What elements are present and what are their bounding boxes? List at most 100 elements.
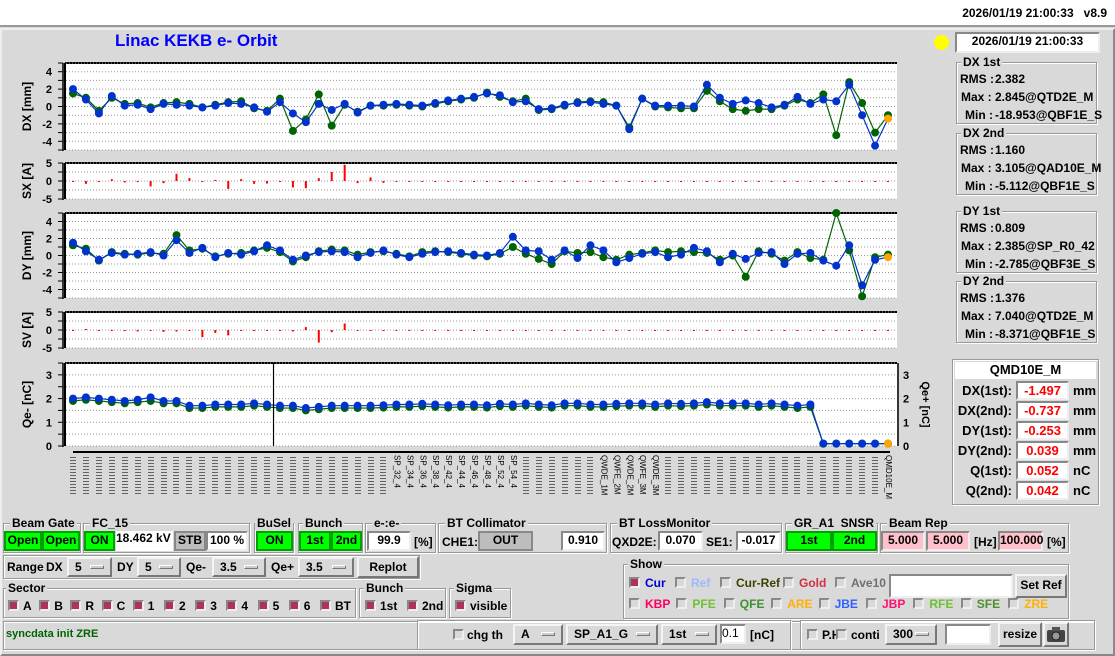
sector-6-checkbox[interactable] xyxy=(288,600,300,611)
data-point xyxy=(353,253,362,262)
bar xyxy=(317,178,320,181)
ph-checkbox[interactable] xyxy=(807,629,818,640)
fc15-on-button[interactable]: ON xyxy=(84,531,115,551)
fc15-group: FC_15 xyxy=(83,516,250,553)
sector-2-checkbox[interactable] xyxy=(164,600,175,611)
show-jbe-checkbox[interactable] xyxy=(818,598,830,609)
y-tick-label: -2 xyxy=(42,268,52,280)
bar xyxy=(757,181,760,182)
bar xyxy=(783,181,786,182)
x-label-placeholder xyxy=(95,455,102,495)
sector-R-checkbox[interactable] xyxy=(70,600,82,611)
data-point xyxy=(69,238,77,247)
bar xyxy=(718,330,721,331)
chg-bunch-dropdown[interactable]: 1st xyxy=(661,624,717,645)
show-sfe-checkbox[interactable] xyxy=(960,598,972,609)
show-pfe-checkbox[interactable] xyxy=(676,598,688,609)
chg-th-checkbox[interactable] xyxy=(453,629,464,640)
bunch-1st-button[interactable]: 1st xyxy=(299,531,331,551)
range-qep-dropdown[interactable]: 3.5 xyxy=(298,557,354,577)
bar xyxy=(136,181,139,183)
sector-3-checkbox[interactable] xyxy=(195,600,207,611)
ref-input[interactable] xyxy=(889,574,1013,598)
data-point xyxy=(754,400,763,409)
data-point xyxy=(444,247,453,256)
show-are-checkbox[interactable] xyxy=(771,598,783,609)
bunch-2nd-checkbox[interactable] xyxy=(407,600,418,611)
busel-on-button[interactable]: ON xyxy=(256,531,293,551)
show-label: Show xyxy=(628,557,664,571)
sector-BT-checkbox[interactable] xyxy=(320,600,331,611)
sector-B-checkbox[interactable] xyxy=(39,600,51,611)
stats-max-label: Max : xyxy=(961,239,992,253)
show-jbp-label: JBP xyxy=(882,597,906,611)
show-ref-checkbox[interactable] xyxy=(675,577,686,588)
gr-a1-1st-button[interactable]: 1st xyxy=(786,531,832,551)
y-axis-label: SV [A] xyxy=(20,312,34,348)
interval-dropdown[interactable]: 300 xyxy=(885,624,937,645)
sector-5-checkbox[interactable] xyxy=(257,600,269,611)
data-point xyxy=(832,261,841,270)
data-point xyxy=(288,109,297,118)
y2-tick-label: 0 xyxy=(903,441,909,453)
show-rfe-checkbox[interactable] xyxy=(913,598,925,609)
data-point xyxy=(599,400,608,409)
show-cur-ref-checkbox[interactable] xyxy=(720,577,731,588)
monitor-name[interactable]: QMD10E_M xyxy=(955,362,1096,379)
range-dx-dropdown[interactable]: 5 xyxy=(67,557,112,577)
show-gold-checkbox[interactable] xyxy=(783,577,794,588)
bar xyxy=(498,181,501,182)
ph-input[interactable] xyxy=(945,624,991,645)
data-point xyxy=(521,399,530,408)
range-dy-dropdown[interactable]: 5 xyxy=(137,557,181,577)
chg-monitor-dropdown[interactable]: SP_A1_G xyxy=(566,624,658,645)
che1-state-button[interactable]: OUT xyxy=(478,531,533,551)
data-point xyxy=(250,247,259,256)
range-qem-dropdown[interactable]: 3.5 xyxy=(212,557,266,577)
show-cur-checkbox[interactable] xyxy=(629,577,640,588)
chg-threshold-input[interactable]: 0.1 xyxy=(720,624,746,644)
show-kbp-checkbox[interactable] xyxy=(629,598,640,609)
chg-mode-dropdown[interactable]: A xyxy=(513,624,563,645)
x-label-placeholder xyxy=(561,455,568,495)
conti-checkbox[interactable] xyxy=(836,629,847,640)
bunch-1st-checkbox[interactable] xyxy=(365,600,376,611)
ratio-unit: [%] xyxy=(414,535,433,549)
resize-button[interactable]: resize xyxy=(998,622,1042,647)
stats-rms-value: 1.376 xyxy=(995,291,1026,305)
show-jbp-checkbox[interactable] xyxy=(866,598,877,609)
data-point xyxy=(638,249,647,258)
bar xyxy=(434,330,437,331)
sector-4-checkbox[interactable] xyxy=(226,600,238,611)
data-point xyxy=(392,400,401,409)
data-point xyxy=(664,253,673,262)
bar xyxy=(770,330,773,331)
sector-A-checkbox[interactable] xyxy=(8,600,19,611)
set-ref-button[interactable]: Set Ref xyxy=(1015,574,1067,598)
sigma-visible-checkbox[interactable] xyxy=(455,600,466,611)
beam-gate-button-2[interactable]: Open xyxy=(42,531,80,551)
data-point xyxy=(573,99,582,108)
x-label-placeholder xyxy=(755,455,762,495)
stats-rms-value: 0.809 xyxy=(995,221,1026,235)
bunch-2nd-button[interactable]: 2nd xyxy=(331,531,362,551)
page-title: Linac KEKB e- Orbit xyxy=(115,31,278,50)
fc15-stb-button[interactable]: STB xyxy=(174,531,206,551)
replot-button[interactable]: Replot xyxy=(357,556,419,578)
x-label-placeholder xyxy=(690,455,697,495)
sector-1-checkbox[interactable] xyxy=(132,600,144,611)
beam-gate-button-1[interactable]: Open xyxy=(4,531,42,551)
data-point xyxy=(495,248,504,257)
sector-C-checkbox[interactable] xyxy=(101,600,113,611)
bar xyxy=(874,330,877,331)
bar xyxy=(589,330,592,331)
camera-button[interactable] xyxy=(1043,622,1069,647)
che1-label: CHE1: xyxy=(442,535,479,549)
data-point xyxy=(547,104,556,113)
show-zre-checkbox[interactable] xyxy=(1008,598,1020,609)
gr-a1-2nd-button[interactable]: 2nd xyxy=(832,531,877,551)
show-qfe-checkbox[interactable] xyxy=(723,598,735,609)
bar xyxy=(356,330,359,331)
y-tick-label: 0 xyxy=(46,441,52,453)
show-ave10-checkbox[interactable] xyxy=(835,577,846,588)
